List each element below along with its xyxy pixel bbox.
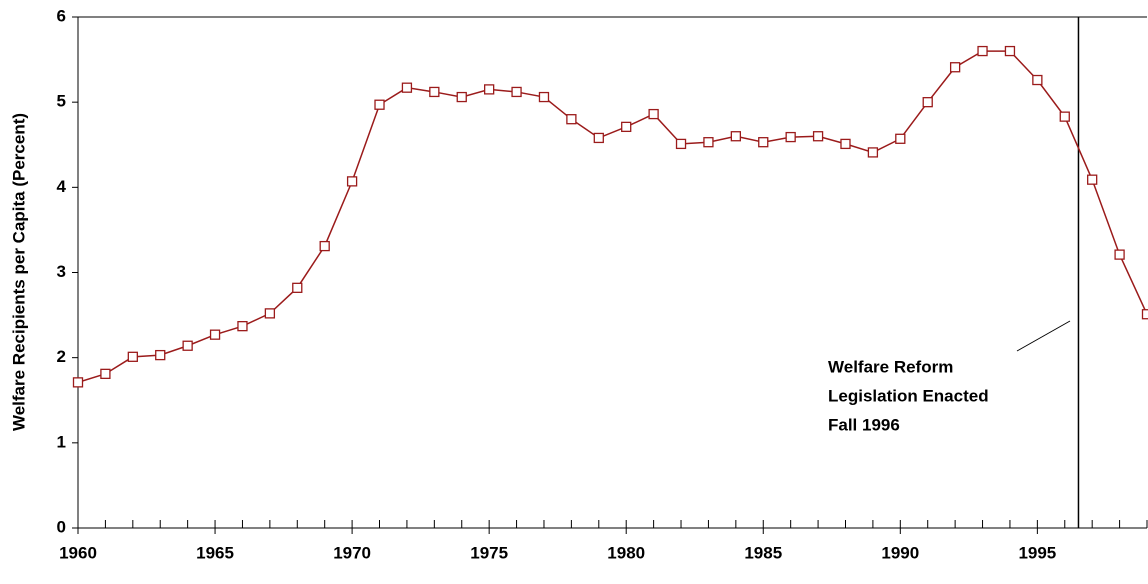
marker <box>538 91 550 103</box>
marker <box>977 45 988 57</box>
x-tick-label: 1975 <box>470 543 508 562</box>
y-axis-label: Welfare Recipients per Capita (Percent) <box>9 113 28 431</box>
marker <box>1141 309 1148 320</box>
x-tick-label: 1990 <box>881 543 919 562</box>
annotation-text: Fall 1996 <box>828 415 900 434</box>
marker <box>867 147 879 158</box>
marker <box>374 99 385 110</box>
marker <box>922 97 933 108</box>
y-tick-label: 2 <box>57 347 66 366</box>
marker <box>895 133 906 144</box>
marker <box>511 86 522 98</box>
y-tick-label: 4 <box>57 177 67 196</box>
x-tick-label: 1995 <box>1018 543 1056 562</box>
y-tick-label: 3 <box>57 262 66 281</box>
x-tick-label: 1960 <box>59 543 97 562</box>
marker <box>237 321 248 332</box>
marker <box>401 82 413 93</box>
annotation-text: Welfare Reform <box>828 357 953 376</box>
series-line <box>77 50 1148 384</box>
marker <box>292 282 303 293</box>
marker <box>264 308 276 319</box>
marker <box>1114 249 1125 260</box>
marker <box>648 108 659 120</box>
marker <box>1087 174 1098 185</box>
marker <box>209 329 221 340</box>
marker <box>566 114 577 125</box>
annotation-text: Legislation Enacted <box>828 386 989 405</box>
y-tick-label: 6 <box>57 6 66 25</box>
marker <box>429 86 440 98</box>
marker <box>593 132 604 144</box>
x-tick-label: 1965 <box>196 543 234 562</box>
x-tick-label: 1970 <box>333 543 371 562</box>
marker <box>840 138 851 150</box>
marker <box>100 368 111 379</box>
marker <box>155 349 166 361</box>
marker <box>730 131 741 142</box>
marker <box>456 91 467 103</box>
annotation-pointer <box>1016 320 1071 352</box>
y-tick-label: 1 <box>57 432 66 451</box>
marker <box>1004 45 1016 57</box>
marker <box>785 131 796 143</box>
marker <box>127 351 138 362</box>
marker <box>484 84 495 95</box>
marker <box>621 121 632 133</box>
marker <box>758 137 769 148</box>
marker <box>319 240 330 252</box>
marker <box>346 176 358 187</box>
marker <box>675 138 687 150</box>
x-tick-label: 1980 <box>607 543 645 562</box>
marker <box>812 131 824 142</box>
marker <box>949 62 961 73</box>
marker <box>703 137 714 148</box>
y-tick-label: 0 <box>57 517 66 536</box>
y-tick-label: 5 <box>57 92 66 111</box>
x-tick-label: 1985 <box>744 543 782 562</box>
marker <box>1059 111 1070 122</box>
marker <box>182 340 193 351</box>
marker <box>72 377 84 388</box>
marker <box>1032 74 1043 86</box>
